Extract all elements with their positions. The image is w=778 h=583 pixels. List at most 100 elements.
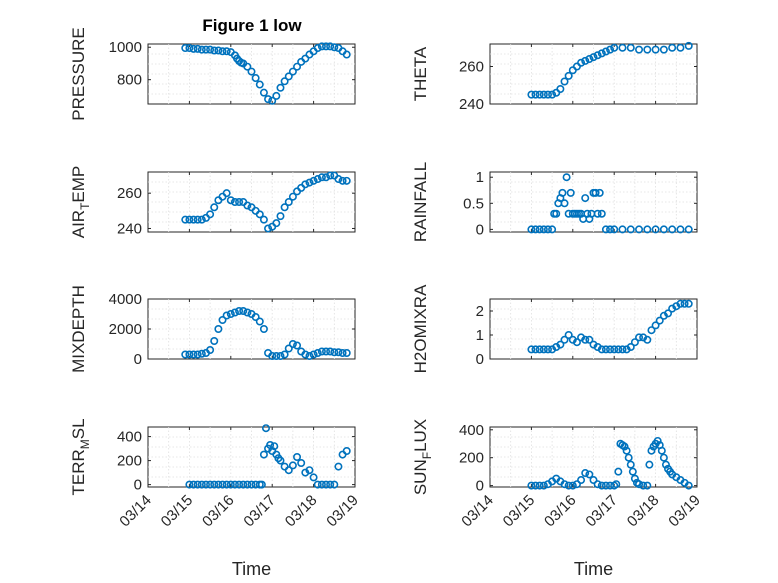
data-point (272, 351, 281, 360)
data-point (247, 480, 256, 489)
subplot-2: 240 260 THETA (411, 41, 698, 113)
y-axis-label: THETA (411, 46, 430, 101)
subplot-4: 0 0.5 1 RAINFALL (411, 162, 698, 242)
data-point (230, 198, 239, 207)
data-point (651, 45, 660, 54)
data-point (288, 192, 297, 201)
data-point (189, 480, 198, 489)
data-point (313, 44, 322, 53)
data-point (297, 458, 306, 467)
data-point (276, 351, 285, 360)
data-point (595, 188, 604, 197)
data-point (280, 77, 289, 86)
data-point (589, 476, 598, 485)
data-point (222, 480, 231, 489)
y-axis-label: TERRMSL (69, 418, 92, 495)
data-point (334, 175, 343, 184)
data-point (680, 299, 689, 308)
data-point (301, 54, 310, 63)
data-point (259, 450, 268, 459)
y-tick-label: 1000 (109, 39, 142, 56)
data-point (189, 350, 198, 359)
data-point (593, 209, 602, 218)
data-point (531, 481, 540, 490)
y-tick-label: 800 (117, 72, 142, 89)
data-point (255, 80, 264, 89)
data-point (577, 476, 586, 485)
data-point (313, 480, 322, 489)
data-point (235, 480, 244, 489)
data-point (293, 341, 302, 350)
y-tick-label: 200 (117, 453, 142, 470)
x-axis-label: Time (574, 559, 613, 579)
data-point (284, 466, 293, 475)
data-point (626, 342, 635, 351)
data-point (643, 481, 652, 490)
data-point (659, 45, 668, 54)
data-point (255, 317, 264, 326)
data-point (239, 480, 248, 489)
y-tick-label: 1 (476, 327, 484, 344)
data-point (239, 306, 248, 315)
data-point (661, 460, 670, 469)
data-point (643, 45, 652, 54)
data-point (251, 312, 260, 321)
y-axis-label: H2OMIXRA (411, 284, 430, 373)
data-point (322, 173, 331, 182)
data-series (527, 299, 693, 354)
data-point (630, 474, 639, 483)
data-point (676, 43, 685, 52)
data-point (610, 345, 619, 354)
data-point (247, 67, 256, 76)
data-point (276, 212, 285, 221)
data-point (206, 45, 215, 54)
data-point (601, 481, 610, 490)
data-point (564, 330, 573, 339)
data-point (601, 47, 610, 56)
data-point (568, 481, 577, 490)
data-point (668, 225, 677, 234)
data-point (597, 49, 606, 58)
data-point (259, 324, 268, 333)
data-point (635, 225, 644, 234)
y-axis-label: PRESSURE (69, 27, 88, 121)
data-point (235, 198, 244, 207)
data-point (251, 74, 260, 83)
data-point (527, 345, 536, 354)
data-point (564, 71, 573, 80)
figure-title: Figure 1 low (202, 16, 302, 35)
data-point (181, 44, 190, 53)
data-point (197, 45, 206, 54)
data-point (606, 345, 615, 354)
data-point (309, 473, 318, 482)
data-point (556, 340, 565, 349)
y-tick-label: 0 (134, 351, 142, 368)
data-point (218, 47, 227, 56)
data-point (309, 176, 318, 185)
data-point (676, 225, 685, 234)
data-point (284, 344, 293, 353)
data-point (626, 225, 635, 234)
data-point (218, 315, 227, 324)
data-point (276, 456, 285, 465)
data-point (185, 350, 194, 359)
data-point (288, 67, 297, 76)
data-point (259, 88, 268, 97)
data-point (189, 215, 198, 224)
data-point (330, 480, 339, 489)
y-tick-label: 2000 (109, 321, 142, 338)
data-point (214, 324, 223, 333)
data-point (317, 480, 326, 489)
data-point (610, 43, 619, 52)
data-point (593, 480, 602, 489)
data-point (222, 311, 231, 320)
data-point (222, 189, 231, 198)
data-point (622, 446, 631, 455)
y-tick-label: 200 (459, 450, 484, 467)
data-point (226, 480, 235, 489)
data-point (539, 481, 548, 490)
data-series (527, 436, 693, 490)
subplot-5: 0 2000 4000 MIXDEPTH (69, 285, 356, 373)
data-point (527, 481, 536, 490)
